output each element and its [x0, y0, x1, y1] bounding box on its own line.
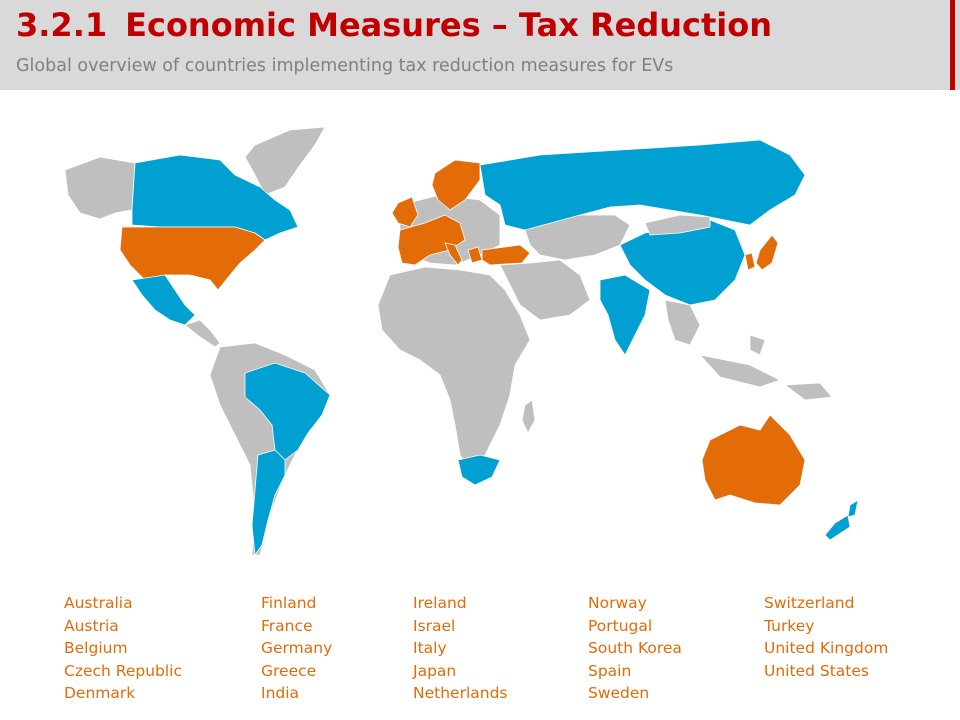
- country-name: Germany: [261, 639, 333, 657]
- central-america: [184, 319, 221, 348]
- japan-korea: [744, 234, 779, 271]
- africa: [377, 266, 531, 471]
- world-map: [60, 115, 880, 575]
- mongolia: [644, 214, 711, 236]
- country-name: Japan: [413, 661, 457, 680]
- country-name: France: [261, 616, 313, 635]
- country-column-3: Ireland Israel Italy Japan Netherlands: [413, 592, 507, 705]
- country-name: Austria: [64, 616, 119, 635]
- section-number: 3.2.1: [16, 6, 108, 44]
- country-column-5: Switzerland Turkey United Kingdom United…: [764, 592, 888, 682]
- country-name: Norway: [588, 594, 647, 612]
- country-name: Sweden: [588, 684, 650, 702]
- country-name: United Kingdom: [764, 639, 889, 657]
- country-name: Switzerland: [764, 594, 855, 612]
- country-name: South Korea: [588, 639, 682, 657]
- country-name: Portugal: [588, 616, 653, 635]
- brazil: [244, 362, 331, 461]
- united-states: [119, 226, 266, 291]
- greenland: [244, 126, 326, 196]
- country-column-1: Australia Austria Belgium Czech Republic…: [64, 592, 182, 705]
- country-column-2: Finland France Germany Greece India: [261, 592, 332, 705]
- scandinavia: [431, 159, 481, 211]
- country-column-4: Norway Portugal South Korea Spain Sweden: [588, 592, 682, 705]
- india: [599, 274, 651, 356]
- country-name: Czech Republic: [64, 661, 183, 680]
- country-name: Spain: [588, 661, 632, 680]
- mexico: [131, 274, 196, 326]
- header-band: 3.2.1 Economic Measures – Tax Reduction G…: [0, 0, 960, 90]
- country-name: Finland: [261, 594, 317, 612]
- country-name: United States: [764, 661, 869, 680]
- country-name: India: [261, 684, 300, 702]
- country-name: Greece: [261, 661, 317, 680]
- country-name: Australia: [64, 594, 133, 612]
- country-name: Italy: [413, 639, 447, 657]
- australia: [701, 414, 806, 506]
- central-asia: [524, 214, 631, 261]
- country-name: Ireland: [413, 594, 467, 612]
- title-text: Economic Measures – Tax Reduction: [125, 6, 772, 44]
- country-name: Turkey: [764, 616, 815, 635]
- russia: [479, 139, 806, 231]
- country-name: Israel: [413, 616, 456, 635]
- new-zealand: [824, 499, 859, 541]
- southeast-asia: [664, 299, 782, 388]
- slide-subtitle: Global overview of countries implementin…: [16, 56, 674, 76]
- alaska: [64, 156, 136, 220]
- south-africa: [457, 454, 501, 486]
- accent-bar: [950, 0, 955, 90]
- papua-new-guinea: [783, 382, 833, 401]
- canada: [131, 154, 299, 241]
- slide-title: 3.2.1 Economic Measures – Tax Reduction: [16, 6, 772, 44]
- turkey: [481, 244, 531, 266]
- madagascar: [521, 399, 536, 434]
- country-name: Denmark: [64, 684, 136, 702]
- country-name: Belgium: [64, 639, 128, 657]
- country-name: Netherlands: [413, 684, 508, 702]
- argentina: [251, 449, 286, 557]
- middle-east: [499, 259, 591, 321]
